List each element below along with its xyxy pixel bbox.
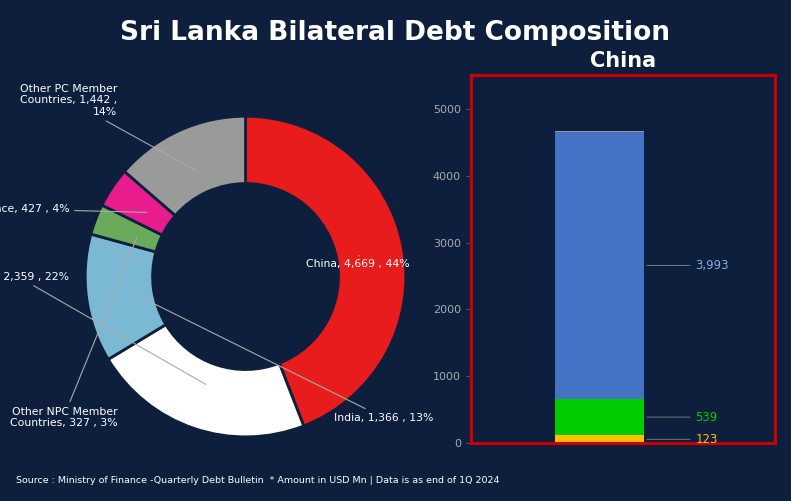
Wedge shape [108,325,304,437]
Text: India, 1,366 , 13%: India, 1,366 , 13% [134,294,433,423]
Text: Other PC Member
Countries, 1,442 ,
14%: Other PC Member Countries, 1,442 , 14% [20,84,195,170]
Text: China, 4,669 , 44%: China, 4,669 , 44% [306,255,410,269]
Wedge shape [124,116,245,215]
Text: 539: 539 [647,411,717,424]
Title: China: China [590,51,656,71]
Wedge shape [91,205,162,252]
Text: France, 427 , 4%: France, 427 , 4% [0,204,147,214]
Wedge shape [85,234,166,359]
Text: 3,993: 3,993 [647,259,729,272]
Bar [555,131,644,132]
Wedge shape [102,171,176,235]
Wedge shape [245,116,406,426]
Text: Other NPC Member
Countries, 327 , 3%: Other NPC Member Countries, 327 , 3% [9,238,137,428]
Text: Japan, 2,359 , 22%: Japan, 2,359 , 22% [0,272,206,384]
Bar [555,435,644,443]
Text: 123: 123 [647,433,718,446]
Bar [555,399,644,435]
Bar [555,132,644,399]
Text: Sri Lanka Bilateral Debt Composition: Sri Lanka Bilateral Debt Composition [120,20,671,46]
Text: Source : Ministry of Finance -Quarterly Debt Bulletin  * Amount in USD Mn | Data: Source : Ministry of Finance -Quarterly … [16,476,499,485]
